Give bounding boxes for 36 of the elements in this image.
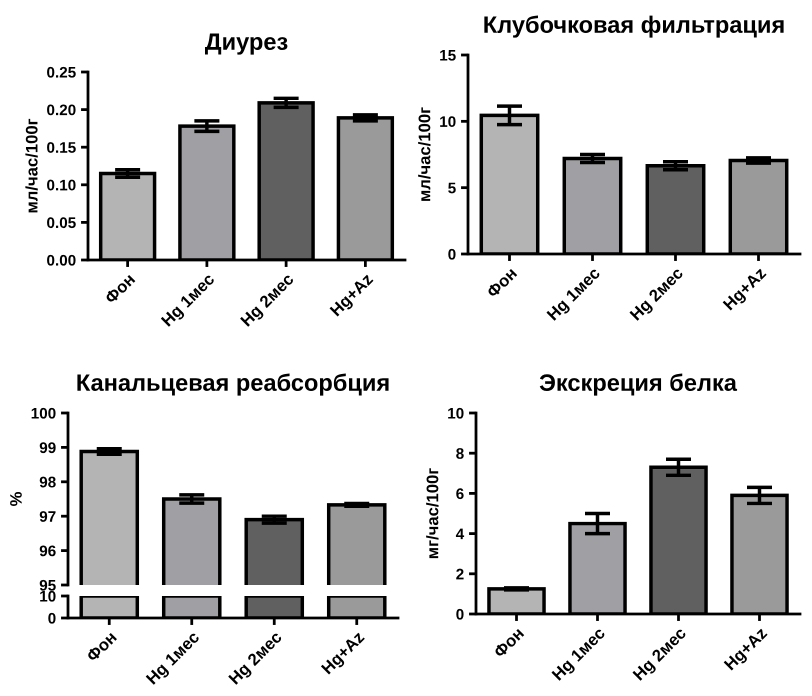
chart-title: Канальцевая реабсорбция	[77, 373, 389, 396]
y-tick-label: 2	[456, 568, 464, 580]
x-tick-label: Фон	[492, 627, 524, 658]
y-tick-label: 4	[456, 528, 464, 540]
y-tick-label: 0.05	[47, 217, 76, 228]
y-axis-title: %	[10, 492, 22, 506]
y-tick-label: 97	[40, 511, 56, 522]
y-tick-label: 5	[448, 182, 456, 194]
x-tick-label: Фон	[86, 631, 118, 662]
y-tick-label: 99	[40, 442, 56, 454]
y-tick-label: 6	[456, 488, 464, 500]
y-tick-label: 0.15	[47, 142, 76, 153]
y-tick-label: 0	[48, 612, 56, 624]
y-tick-label: 95	[40, 580, 56, 591]
y-tick-label: 8	[456, 448, 464, 459]
y-tick-label: 0.25	[47, 66, 76, 78]
y-tick-label: 10	[448, 408, 464, 419]
chart-title: Клубочковая фильтрация	[484, 15, 784, 38]
y-tick-label: 0	[456, 608, 464, 620]
y-tick-label: 98	[40, 476, 56, 488]
y-tick-label: 100	[32, 408, 56, 419]
y-tick-label: 96	[40, 545, 56, 556]
y-axis-title: мг/час/100г	[426, 468, 439, 558]
y-tick-label: 0.20	[47, 104, 76, 116]
y-axis-title: мл/час/100г	[418, 107, 431, 201]
y-tick-label: 10	[40, 590, 56, 602]
y-tick-label: 0.10	[47, 180, 76, 190]
y-tick-label: 10	[440, 116, 456, 128]
y-tick-label: 15	[440, 50, 456, 61]
y-tick-label: 0.00	[47, 254, 76, 266]
y-tick-label: 0	[448, 248, 456, 260]
chart-title: Диурез	[204, 34, 288, 55]
chart-title: Экскреция белка	[540, 373, 738, 396]
x-tick-label: Фон	[104, 273, 136, 304]
y-axis-title: мл/час/100г	[25, 118, 38, 212]
x-tick-label: Фон	[486, 267, 518, 298]
